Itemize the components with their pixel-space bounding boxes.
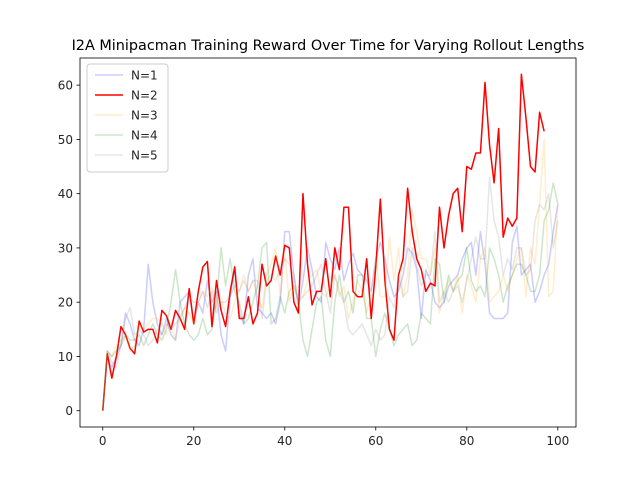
series-line-n-5 <box>102 176 559 411</box>
series-line-n-2 <box>102 73 545 411</box>
y-tick-label: 20 <box>58 296 73 310</box>
legend-label: N=3 <box>131 109 158 123</box>
x-tick-label: 0 <box>99 434 107 448</box>
y-tick-label: 30 <box>58 241 73 255</box>
legend: N=1 N=2 N=3 N=4 N=5 <box>86 63 169 173</box>
x-tick-label: 40 <box>277 434 292 448</box>
series-line-n-4 <box>102 182 559 411</box>
chart-title: I2A Minipacman Training Reward Over Time… <box>72 38 585 54</box>
legend-label: N=4 <box>131 129 158 143</box>
plot-frame <box>79 57 577 428</box>
y-tick-label: 60 <box>58 79 73 93</box>
x-tick-label: 100 <box>546 434 569 448</box>
y-tick-label: 50 <box>58 133 73 147</box>
y-tick-label: 0 <box>65 404 73 418</box>
x-tick-label: 60 <box>368 434 383 448</box>
y-tick-label: 40 <box>58 187 73 201</box>
x-tick-label: 80 <box>459 434 474 448</box>
series-line-n-3 <box>102 138 559 411</box>
x-tick-label: 20 <box>186 434 201 448</box>
legend-box <box>86 63 169 173</box>
x-axis: 0 20 40 60 80 100 <box>99 427 569 448</box>
legend-label: N=2 <box>131 89 158 103</box>
y-axis: 0 10 20 30 40 50 60 <box>58 79 80 418</box>
legend-label: N=1 <box>131 69 158 83</box>
legend-label: N=5 <box>131 149 158 163</box>
y-tick-label: 10 <box>58 350 73 364</box>
series-layer <box>102 73 559 411</box>
